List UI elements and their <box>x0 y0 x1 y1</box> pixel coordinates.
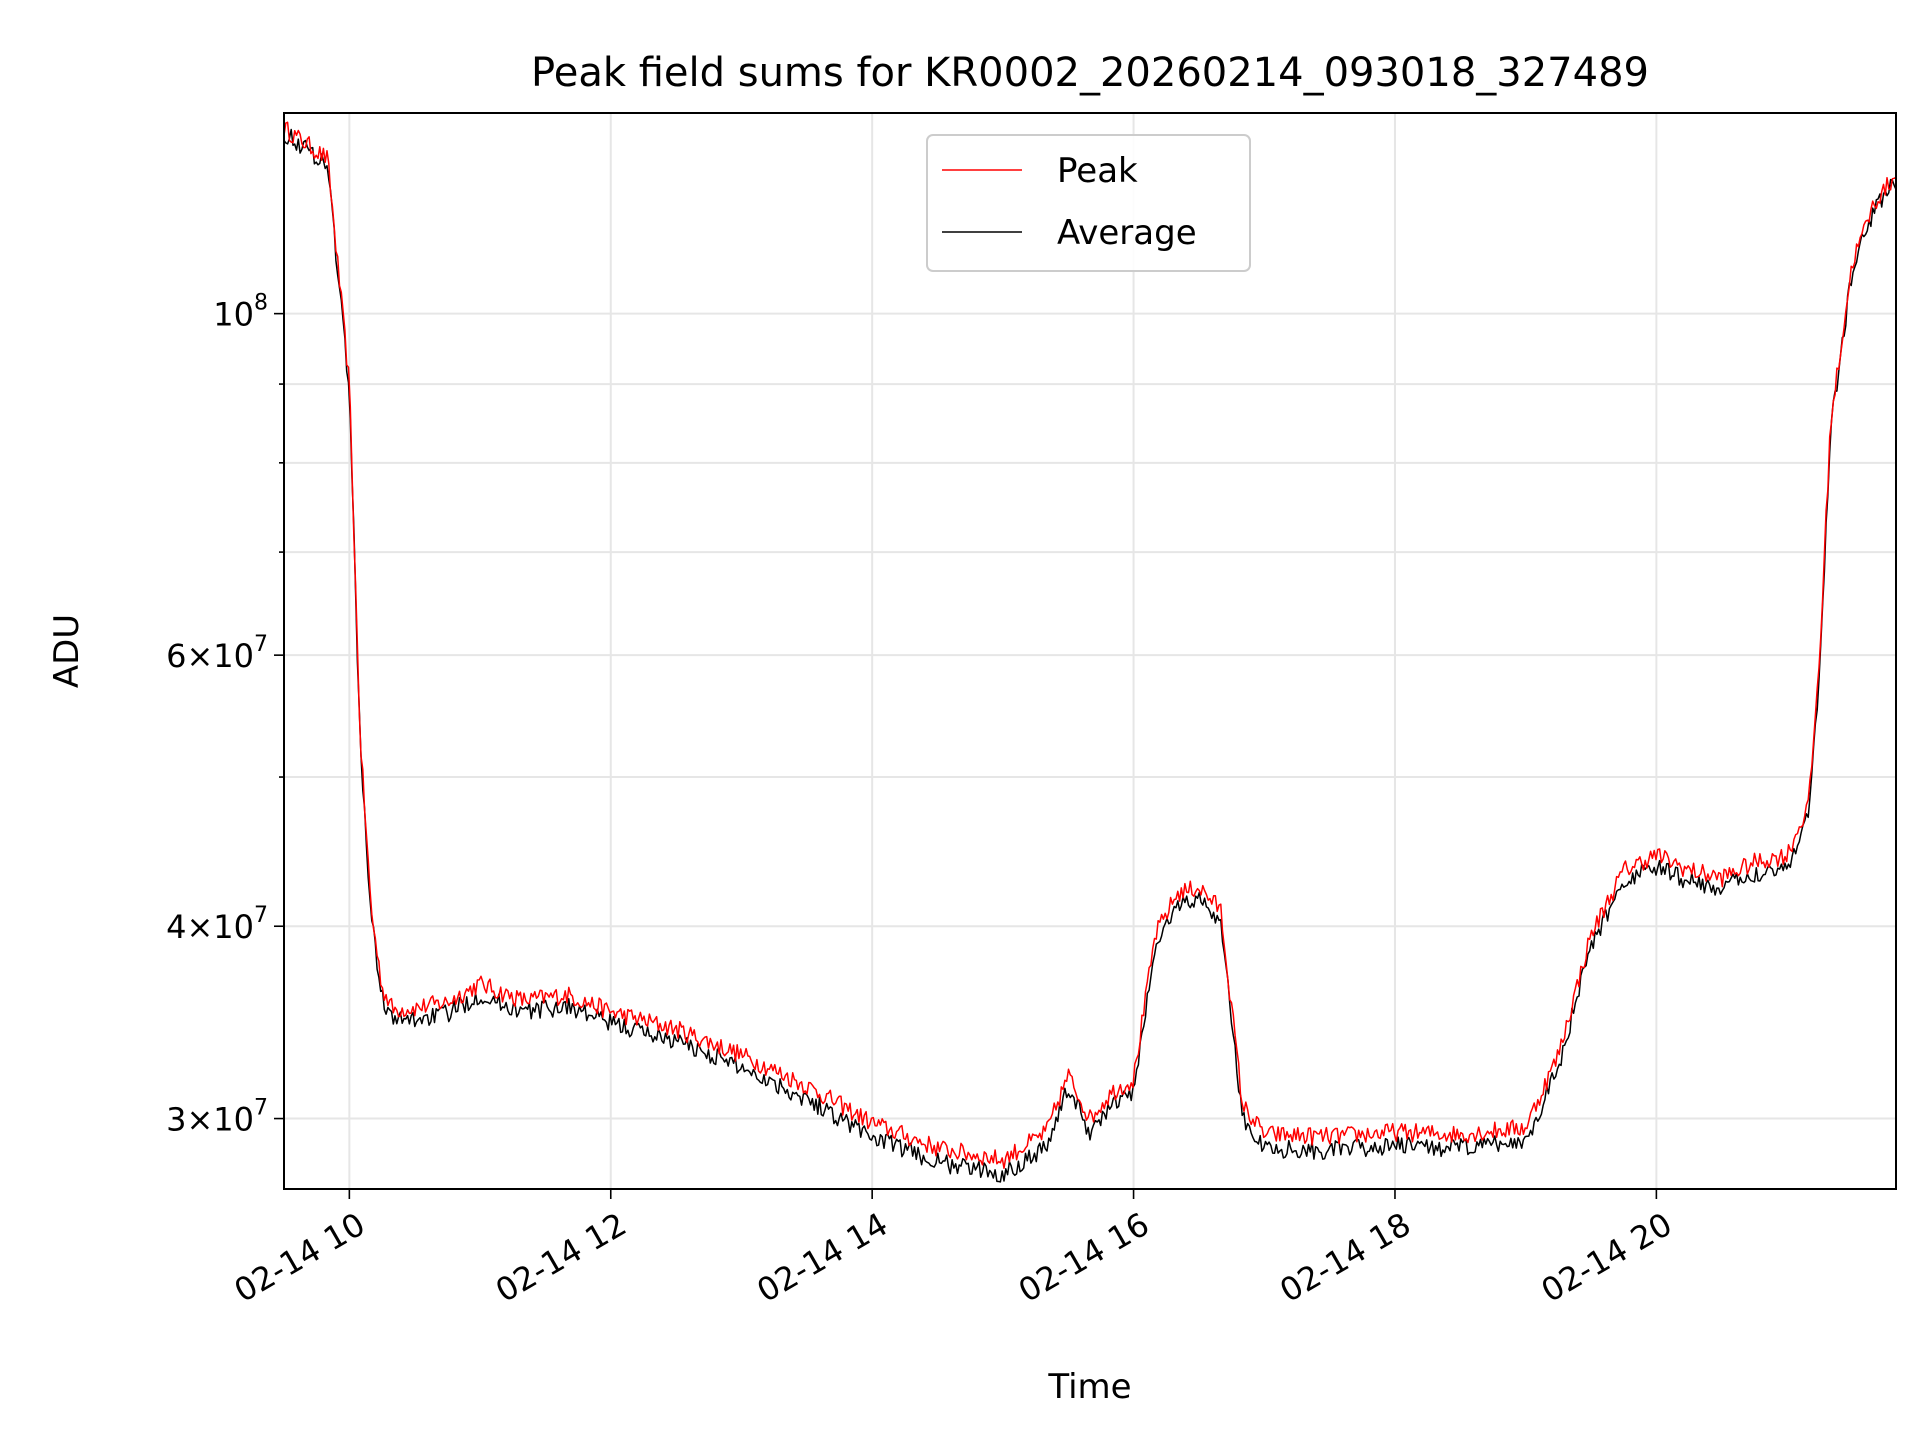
plot-frame <box>283 112 1897 1190</box>
x-tick-label: 02-14 16 <box>1012 1205 1156 1310</box>
legend-label-average: Average <box>1057 213 1197 253</box>
legend-label-peak: Peak <box>1057 151 1138 191</box>
y-tick-label: 3×107 <box>166 1096 268 1139</box>
y-tick-label: 6×107 <box>166 632 268 675</box>
grid-layer <box>284 113 1896 1189</box>
x-tick-label: 02-14 14 <box>751 1205 895 1310</box>
legend: Peak Average <box>926 134 1251 272</box>
x-tick-label: 02-14 10 <box>228 1205 372 1310</box>
series-layer <box>283 121 1897 1183</box>
legend-box <box>926 134 1251 272</box>
y-tick-label: 108 <box>213 291 268 334</box>
y-axis-label: ADU <box>47 614 87 688</box>
x-axis-label: Time <box>1047 1367 1131 1407</box>
x-tick-label: 02-14 18 <box>1273 1205 1417 1310</box>
x-tick-label: 02-14 20 <box>1535 1205 1679 1310</box>
x-tick-label: 02-14 12 <box>489 1205 633 1310</box>
chart-title: Peak field sums for KR0002_20260214_0930… <box>531 50 1649 96</box>
series-line-average <box>283 128 1897 1183</box>
y-tick-label: 4×107 <box>166 903 268 946</box>
series-line-peak <box>283 121 1897 1169</box>
tick-layer: 3×107 4×107 6×107 108 02-14 10 02-14 12 02-14 … <box>166 291 1678 1310</box>
